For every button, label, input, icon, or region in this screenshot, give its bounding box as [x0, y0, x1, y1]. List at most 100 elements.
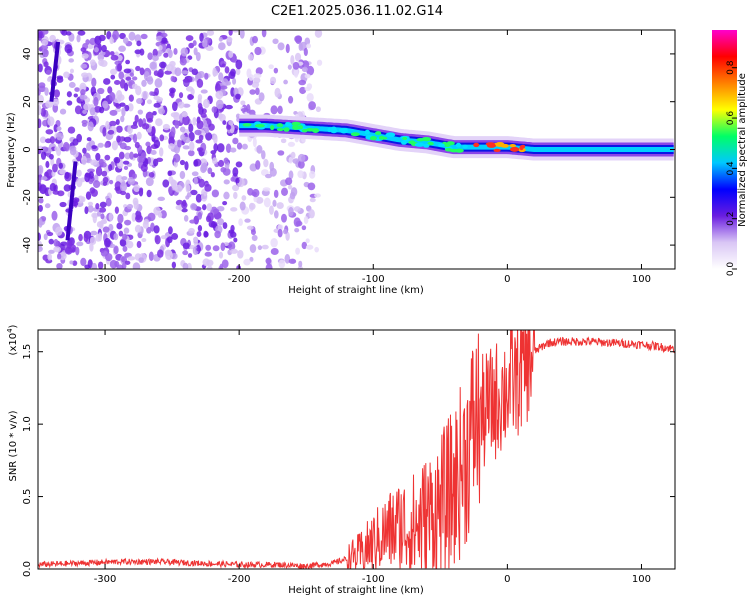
spectrogram-cell	[249, 256, 254, 262]
spectrogram-cell	[129, 72, 134, 77]
spectrogram-cell	[103, 78, 111, 85]
ridge-blob	[330, 128, 338, 134]
x-tick-label: 100	[632, 274, 651, 285]
spectrogram-cell	[251, 234, 258, 242]
spectrogram-cell	[110, 68, 118, 75]
spectrogram-cell	[98, 207, 107, 213]
spectrogram-cell	[212, 70, 219, 76]
spectrogram-cell	[305, 238, 310, 244]
spectrogram-cell	[285, 231, 290, 241]
spectrogram-cell	[270, 238, 278, 248]
colorbar: 0.0 0.2 0.4 0.6 0.8 Normalized spectral ampl…	[712, 30, 748, 276]
spectrogram-cell	[214, 230, 221, 239]
spectrogram-cell	[45, 129, 54, 135]
spectrogram-cell	[232, 167, 239, 177]
spectrogram-cell	[97, 232, 103, 242]
spectrogram-cell	[288, 206, 294, 217]
spectrogram-cell	[56, 132, 64, 141]
spectrogram-cell	[288, 170, 294, 180]
spectrogram-cell	[193, 236, 198, 247]
spectrogram-cell	[66, 100, 73, 106]
spectrogram-cell	[132, 173, 137, 179]
spectrogram-cell	[117, 63, 123, 72]
spectrogram-cell	[277, 224, 284, 231]
spectrogram-cell	[140, 33, 148, 40]
spectrogram-cell	[163, 52, 169, 58]
spectrogram-cell	[126, 203, 134, 210]
spectrogram-cell	[73, 93, 78, 98]
spectrogram-cell	[283, 79, 288, 85]
colorbar-tick-label: 0.6	[726, 111, 736, 126]
spectrogram-cell	[76, 241, 84, 247]
spectrogram-cell	[109, 259, 118, 269]
ridge-blob	[291, 121, 301, 126]
spectrogram-cell	[170, 75, 176, 82]
spectrogram-cell	[205, 45, 214, 51]
spectrogram-cell	[72, 260, 78, 266]
spectrogram-cell	[265, 257, 272, 265]
spectrogram-cell	[102, 181, 108, 186]
spectrogram-cell	[255, 67, 263, 75]
spectrogram-cell	[177, 139, 182, 148]
spectrogram-cell	[138, 257, 144, 264]
spectrogram-cell	[95, 166, 103, 177]
spectrogram-cell	[92, 180, 101, 188]
spectrogram-cell	[218, 72, 224, 82]
ridge-blob	[509, 144, 517, 148]
spectrogram-cell	[124, 219, 132, 226]
spectrogram-cell	[228, 120, 234, 126]
spectrogram-cell	[173, 48, 178, 55]
spectrogram-cell	[46, 77, 52, 82]
spectrogram-cell	[287, 64, 292, 70]
spectrogram-cell	[315, 106, 321, 113]
spectrogram-cell	[215, 99, 224, 110]
spectrogram-cell	[45, 160, 50, 169]
spectrogram-cell	[89, 59, 96, 66]
spectrogram-cell	[288, 258, 297, 264]
spectrogram-cell	[116, 135, 121, 143]
spectrogram-cell	[102, 226, 110, 233]
spectrogram-cell	[307, 182, 316, 191]
spectrogram-cell	[108, 164, 113, 172]
spectrogram-cell	[137, 109, 144, 115]
spectrogram-cell	[298, 79, 307, 86]
spectrogram-cell	[41, 30, 49, 35]
spectrogram-cell	[120, 115, 125, 123]
spectrogram-cell	[162, 179, 170, 188]
spectrogram-cell	[107, 129, 115, 135]
spectrogram-cell	[141, 238, 147, 243]
spectrogram-cell	[207, 212, 214, 222]
spectrogram-cell	[212, 157, 218, 165]
spectrogram-cell	[301, 225, 307, 231]
spectrogram-cell	[91, 145, 97, 150]
spectrogram-cell	[182, 242, 190, 250]
spectrogram-cell	[288, 95, 294, 104]
spectrogram-cell	[39, 184, 47, 195]
spectrogram-cell	[249, 244, 257, 253]
spectrogram-cell	[56, 126, 62, 131]
spectrogram-cell	[119, 239, 127, 247]
spectrogram-cell	[118, 230, 124, 237]
x-tick-label: 100	[632, 574, 651, 585]
spectrogram-cell	[171, 232, 179, 240]
spectrogram-cell	[192, 40, 197, 47]
spectrogram-cell	[132, 133, 138, 143]
spectrogram-cell	[87, 201, 94, 206]
spectrogram-cell	[253, 73, 262, 79]
spectrogram-cell	[255, 87, 260, 96]
x-tick-label: 0	[504, 574, 510, 585]
spectrogram-cell	[207, 167, 213, 175]
spectrogram-cell	[180, 47, 189, 57]
spectrogram-cell	[295, 220, 303, 227]
spectrogram-cell	[142, 220, 149, 229]
spectrogram-cell	[113, 97, 122, 104]
spectrogram-cell	[191, 171, 199, 177]
spectrogram-cell	[223, 179, 230, 185]
ridge-blob	[423, 143, 430, 148]
spectrogram-cell	[66, 239, 73, 249]
spectrogram-cell	[181, 208, 188, 213]
spectrogram-cell	[182, 145, 190, 150]
spectrogram-cell	[145, 141, 151, 147]
spectrogram-cell	[172, 101, 178, 112]
spectrogram-cell	[68, 81, 76, 89]
